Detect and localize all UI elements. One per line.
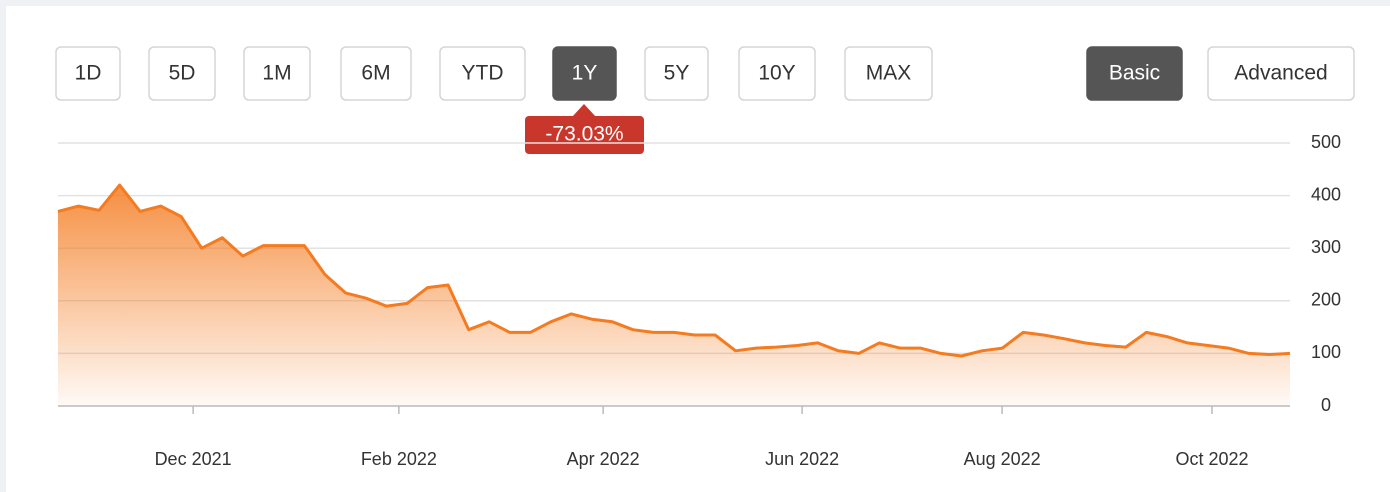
y-tick-label: 100 (1311, 342, 1341, 362)
button-bg (1086, 46, 1183, 101)
y-tick-label: 200 (1311, 290, 1341, 310)
button-label: 5Y (664, 62, 690, 85)
button[interactable]: 5D (148, 46, 216, 101)
top-band (0, 0, 1390, 6)
x-tick-label: Feb 2022 (361, 449, 437, 469)
x-tick-label: Apr 2022 (567, 449, 640, 469)
button-bg (644, 46, 709, 101)
left-band (0, 0, 6, 492)
button[interactable]: Advanced (1207, 46, 1355, 101)
button-label: YTD (462, 62, 504, 85)
button[interactable]: YTD (439, 46, 526, 101)
button[interactable]: 1M (243, 46, 311, 101)
button[interactable]: Basic (1086, 46, 1183, 101)
button-label: Advanced (1234, 62, 1327, 85)
button-bg (1207, 46, 1355, 101)
y-tick-label: 400 (1311, 184, 1341, 204)
button-bg (439, 46, 526, 101)
button-label: 10Y (758, 62, 795, 85)
button-label: 1M (262, 62, 291, 85)
button-bg (552, 46, 617, 101)
button[interactable]: 1Y (552, 46, 617, 101)
y-tick-label: 0 (1321, 395, 1331, 415)
button-bg (340, 46, 412, 101)
button-label: MAX (866, 62, 912, 85)
y-tick-label: 300 (1311, 237, 1341, 257)
button-bg (844, 46, 933, 101)
x-tick-label: Jun 2022 (765, 449, 839, 469)
button-bg (738, 46, 816, 101)
badge-text: -73.03% (545, 123, 623, 146)
x-tick-label: Aug 2022 (964, 449, 1041, 469)
button-bg (148, 46, 216, 101)
button[interactable]: 5Y (644, 46, 709, 101)
area (58, 185, 1290, 406)
button-label: Basic (1109, 62, 1160, 85)
button[interactable]: 6M (340, 46, 412, 101)
button-label: 1D (75, 62, 102, 85)
button[interactable]: 1D (55, 46, 121, 101)
x-tick-label: Oct 2022 (1175, 449, 1248, 469)
line (57, 183, 1291, 358)
button-label: 6M (361, 62, 390, 85)
change-badge: -73.03% (525, 104, 644, 154)
y-tick-label: 500 (1311, 132, 1341, 152)
x-tick-label: Dec 2021 (155, 449, 232, 469)
button[interactable]: MAX (844, 46, 933, 101)
button-label: 5D (169, 62, 196, 85)
button[interactable]: 10Y (738, 46, 816, 101)
button-label: 1Y (572, 62, 598, 85)
button-bg (55, 46, 121, 101)
button-bg (243, 46, 311, 101)
